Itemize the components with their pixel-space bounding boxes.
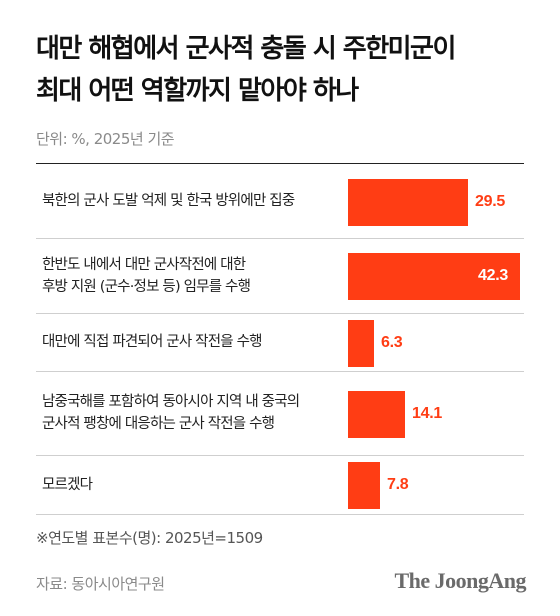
category-label: 모르겠다 <box>42 476 93 493</box>
category-label: 북한의 군사 도발 억제 및 한국 방위에만 집중 <box>42 193 295 209</box>
bar-row: 대만에 직접 파견되어 군사 작전을 수행 6.3 <box>36 313 524 371</box>
bar-row: 북한의 군사 도발 억제 및 한국 방위에만 집중 29.5 <box>36 164 524 238</box>
value-label: 29.5 <box>475 192 505 210</box>
brand-logo: The JoongAng <box>394 568 526 593</box>
chart-title: 대만 해협에서 군사적 충돌 시 주한미군이 최대 어떤 역할까지 맡아야 하나 <box>36 34 456 106</box>
bar-row: 한반도 내에서 대만 군사작전에 대한 후방 지원 (군수·정보 등) 임무를 … <box>36 238 524 313</box>
chart-subtitle: 단위: %, 2025년 기준 <box>36 130 175 148</box>
bar <box>348 179 468 226</box>
bottom-divider <box>36 514 524 515</box>
row-divider <box>36 238 524 239</box>
value-label: 14.1 <box>412 404 442 422</box>
bar-row: 모르겠다 7.8 <box>36 455 524 514</box>
row-divider <box>36 455 524 456</box>
value-label: 6.3 <box>381 333 403 351</box>
bar <box>348 320 374 367</box>
row-divider <box>36 371 524 372</box>
category-label: 대만에 직접 파견되어 군사 작전을 수행 <box>42 334 262 350</box>
header-divider <box>36 163 524 164</box>
bar-row: 남중국해를 포함하여 동아시아 지역 내 중국의 군사적 팽창에 대응하는 군사… <box>36 371 524 455</box>
bar <box>348 462 380 509</box>
sample-footnote: ※연도별 표본수(명): 2025년=1509 <box>36 529 263 547</box>
value-label: 7.8 <box>387 475 409 493</box>
bar <box>348 391 405 438</box>
row-divider <box>36 313 524 314</box>
value-label: 42.3 <box>478 266 508 284</box>
category-label: 남중국해를 포함하여 동아시아 지역 내 중국의 군사적 팽창에 대응하는 군사… <box>42 394 300 432</box>
source-note: 자료: 동아시아연구원 <box>36 575 165 593</box>
category-label: 한반도 내에서 대만 군사작전에 대한 후방 지원 (군수·정보 등) 임무를 … <box>42 256 251 295</box>
bar <box>348 253 520 300</box>
